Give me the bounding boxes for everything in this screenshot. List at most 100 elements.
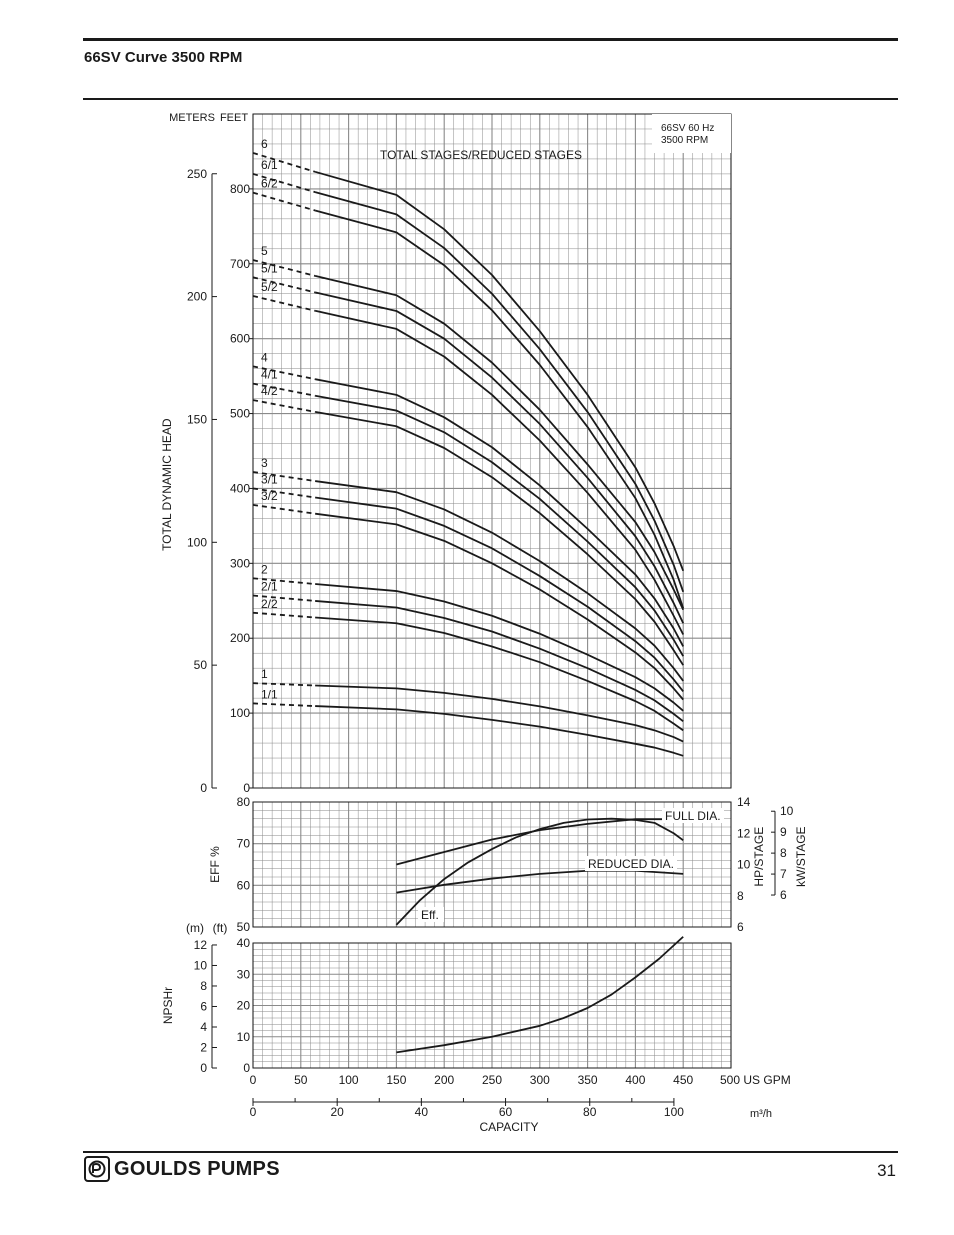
npsh-m-tick-label: 10 [194, 958, 208, 972]
meters-tick-label: 50 [194, 658, 208, 672]
head-curve-2 [315, 583, 684, 712]
head-curve-4-dashed [252, 365, 316, 381]
feet-tick-label: 400 [230, 481, 250, 495]
npsh-ft-unit: (ft) [213, 921, 228, 935]
head-curve-6-1 [314, 191, 685, 593]
stage-label-3: 3 [261, 456, 268, 470]
head-curve-5 [314, 274, 685, 611]
gpm-tick-label: 300 [530, 1073, 550, 1087]
head-curve-1-dashed [252, 682, 316, 687]
stage-label-4: 4 [261, 350, 268, 364]
footer-rule [83, 1151, 898, 1153]
npsh-m-tick-label: 4 [200, 1020, 207, 1034]
head-curve-2-1-dashed [252, 594, 316, 602]
top-rule [83, 38, 898, 41]
m3h-tick-label: 0 [250, 1105, 257, 1119]
full-dia-label: FULL DIA. [665, 809, 721, 823]
title-underline [83, 98, 898, 100]
curve-eff [395, 817, 684, 926]
m3h-tick-label: 20 [331, 1105, 345, 1119]
hp-tick-label: 10 [737, 858, 751, 872]
head-curve-6-dashed [252, 152, 316, 173]
brand-logo: GOULDS PUMPS [84, 1156, 280, 1182]
stage-label-2-2: 2/2 [261, 597, 278, 611]
stage-label-5-1: 5/1 [261, 261, 278, 275]
hp-tick-label: 6 [737, 920, 744, 934]
head-curve-3-1-dashed [252, 487, 316, 499]
head-curve-5-2 [314, 309, 685, 635]
npsh-ft-tick-label: 40 [237, 936, 251, 950]
head-curve-6-2-dashed [252, 191, 316, 212]
gpm-tick-label: 150 [386, 1073, 406, 1087]
stage-label-4-2: 4/2 [261, 384, 278, 398]
feet-tick-label: 600 [230, 332, 250, 346]
head-curve-1-1 [315, 705, 684, 757]
gpm-tick-label: 450 [673, 1073, 693, 1087]
head-curve-3-2-dashed [252, 504, 316, 515]
head-curve-5-dashed [252, 259, 316, 277]
head-curve-6-2 [314, 209, 685, 609]
head-curve-5-1 [314, 291, 685, 624]
hp-tick-label: 12 [737, 826, 751, 840]
npsh-m-unit: (m) [186, 921, 204, 935]
stages-legend-title: TOTAL STAGES/REDUCED STAGES [380, 148, 582, 162]
m3h-unit-label: m³/h [750, 1108, 772, 1120]
pump-curve-chart: METERS FEET050100150200250010020030040050… [160, 112, 808, 1134]
eff-tick-label: 50 [237, 920, 251, 934]
gpm-tick-label: 50 [294, 1073, 308, 1087]
m3h-tick-label: 40 [415, 1105, 429, 1119]
meters-tick-label: 0 [200, 781, 207, 795]
eff-label-bg [418, 907, 444, 922]
npsh-ft-tick-label: 30 [237, 967, 251, 981]
m3h-tick-label: 80 [583, 1105, 597, 1119]
reduced-dia-label-bg [585, 856, 677, 871]
eff-tick-label: 70 [237, 837, 251, 851]
kw-axis-title: kW/STAGE [794, 826, 808, 886]
full-dia-label-bg [662, 808, 724, 823]
stage-label-5: 5 [261, 244, 268, 258]
gpm-tick-label: 500 US GPM [720, 1073, 791, 1087]
stage-label-6-1: 6/1 [261, 158, 278, 172]
hp-tick-label: 14 [737, 795, 751, 809]
hp-tick-label: 8 [737, 889, 744, 903]
npsh-axis-title: NPSHr [161, 987, 175, 1024]
gpm-tick-label: 350 [578, 1073, 598, 1087]
npsh-ft-tick-label: 0 [243, 1061, 250, 1075]
stage-label-6: 6 [261, 137, 268, 151]
head-curve-2-dashed [252, 577, 316, 585]
head-grid-frame [252, 113, 732, 789]
npshr-curve [396, 936, 684, 1054]
eff-axis-title: EFF % [208, 846, 222, 883]
meters-tick-label: 200 [187, 290, 207, 304]
head-curve-6-1-dashed [252, 173, 316, 193]
gpm-tick-label: 250 [482, 1073, 502, 1087]
feet-tick-label: 500 [230, 407, 250, 421]
head-curve-2-2-dashed [252, 611, 316, 619]
head-curve-6 [314, 170, 685, 572]
npsh-ft-tick-label: 20 [237, 999, 251, 1013]
gpm-tick-label: 100 [339, 1073, 359, 1087]
page-number: 31 [877, 1161, 896, 1180]
kw-tick-label: 10 [780, 804, 794, 818]
stage-label-5-2: 5/2 [261, 280, 278, 294]
m3h-tick-label: 100 [664, 1105, 684, 1119]
stage-label-1-1: 1/1 [261, 687, 278, 701]
npsh-m-tick-label: 0 [200, 1061, 207, 1075]
head-curve-3-2 [315, 512, 684, 701]
npsh-m-tick-label: 6 [200, 999, 207, 1013]
feet-tick-label: 800 [230, 182, 250, 196]
feet-unit-label: FEET [220, 112, 248, 124]
brand-name: GOULDS PUMPS [114, 1157, 280, 1180]
feet-tick-label: 300 [230, 556, 250, 570]
stage-label-1: 1 [261, 667, 268, 681]
head-curve-5-2-dashed [252, 295, 316, 312]
meters-tick-label: 250 [187, 167, 207, 181]
info-line-2: 3500 RPM [661, 135, 708, 146]
head-curve-1 [315, 684, 684, 743]
eff-curve-label: Eff. [421, 908, 439, 922]
page-title: 66SV Curve 3500 RPM [84, 49, 243, 66]
kw-tick-label: 7 [780, 867, 787, 881]
info-line-1: 66SV 60 Hz [661, 123, 714, 134]
gpm-tick-label: 200 [434, 1073, 454, 1087]
capacity-axis-title: CAPACITY [479, 1120, 538, 1134]
